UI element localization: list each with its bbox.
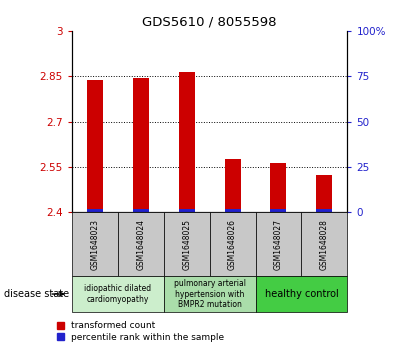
- Text: disease state: disease state: [4, 289, 69, 299]
- Bar: [133, 78, 149, 212]
- Bar: [164, 212, 210, 276]
- Bar: [256, 212, 301, 276]
- Text: GSM1648028: GSM1648028: [320, 219, 329, 270]
- Bar: [224, 209, 240, 212]
- Bar: [256, 276, 347, 312]
- Text: pulmonary arterial
hypertension with
BMPR2 mutation: pulmonary arterial hypertension with BMP…: [173, 279, 246, 309]
- Bar: [118, 212, 164, 276]
- Bar: [270, 163, 286, 212]
- Text: GSM1648024: GSM1648024: [136, 219, 145, 270]
- Bar: [179, 72, 195, 212]
- Bar: [179, 209, 195, 212]
- Bar: [87, 209, 103, 212]
- Bar: [224, 159, 240, 212]
- Title: GDS5610 / 8055598: GDS5610 / 8055598: [142, 15, 277, 28]
- Text: GSM1648026: GSM1648026: [228, 219, 237, 270]
- Bar: [316, 209, 332, 212]
- Bar: [72, 212, 118, 276]
- Bar: [316, 175, 332, 212]
- Bar: [164, 276, 256, 312]
- Bar: [210, 212, 256, 276]
- Text: GSM1648027: GSM1648027: [274, 219, 283, 270]
- Text: idiopathic dilated
cardiomyopathy: idiopathic dilated cardiomyopathy: [84, 284, 151, 304]
- Text: GSM1648025: GSM1648025: [182, 219, 191, 270]
- Text: GSM1648023: GSM1648023: [90, 219, 99, 270]
- Bar: [133, 209, 149, 212]
- Text: healthy control: healthy control: [265, 289, 338, 299]
- Legend: transformed count, percentile rank within the sample: transformed count, percentile rank withi…: [56, 320, 225, 343]
- Bar: [72, 276, 164, 312]
- Bar: [301, 212, 347, 276]
- Bar: [270, 209, 286, 212]
- Bar: [87, 80, 103, 212]
